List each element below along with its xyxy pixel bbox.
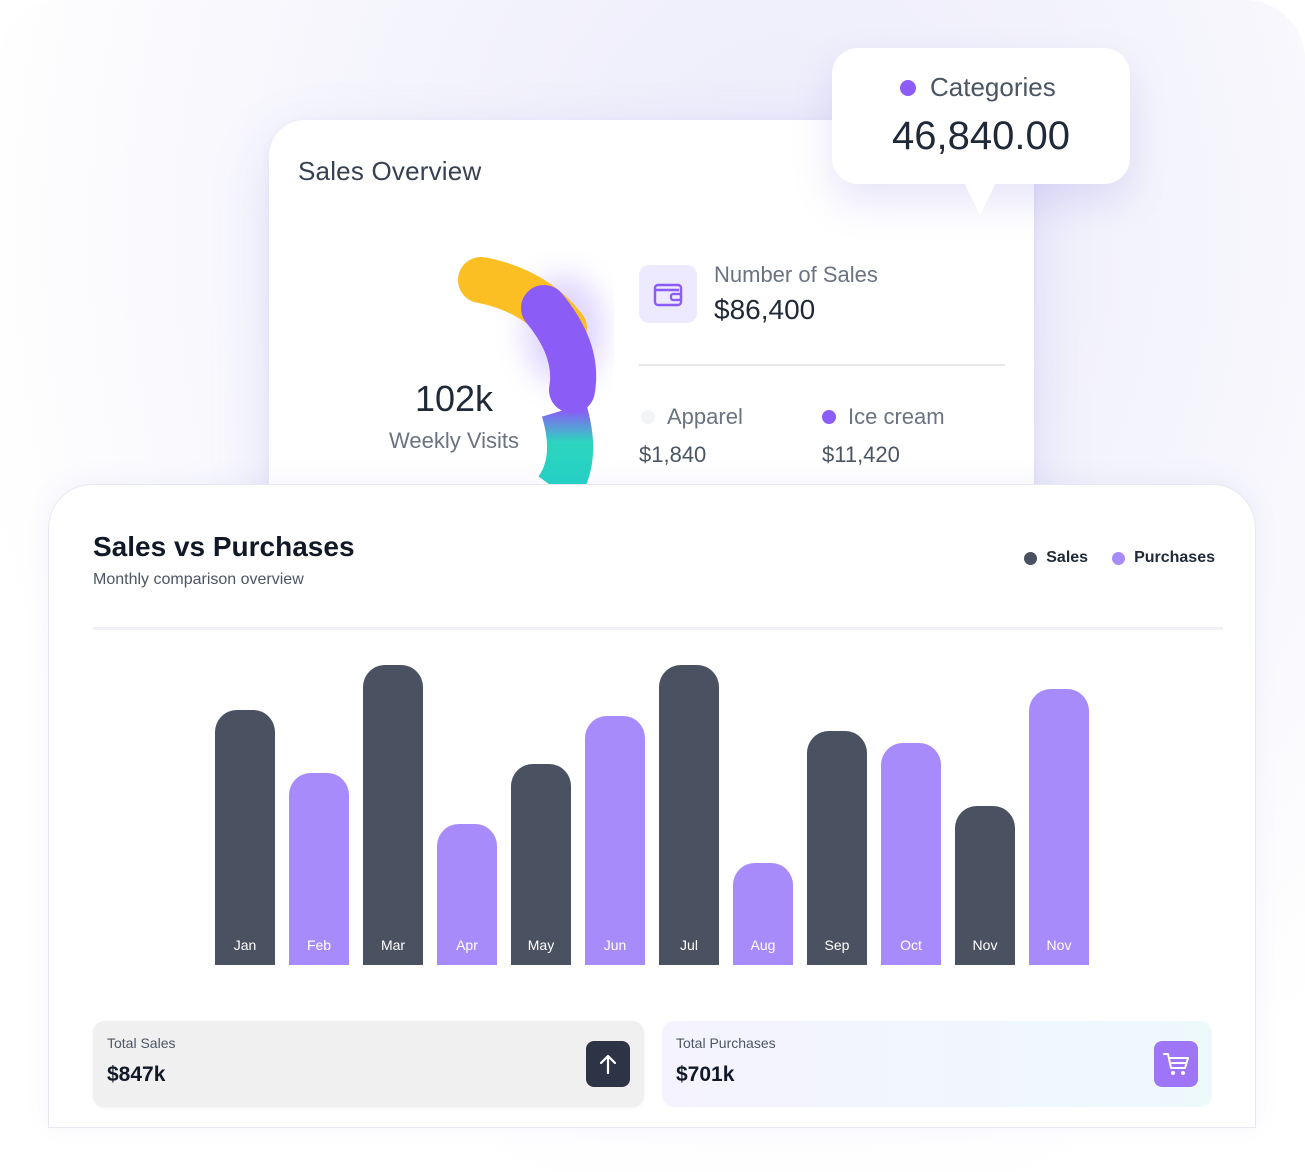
donut-segment-teal: [537, 403, 594, 500]
legend-sales-label: Sales: [1046, 549, 1089, 566]
weekly-visits-label: Weekly Visits: [388, 428, 519, 453]
donut-segment-purple: [521, 285, 597, 413]
bar-label: May: [527, 937, 555, 953]
tooltip-value: 46,840.00: [892, 114, 1070, 158]
bar-mar-sales[interactable]: [363, 665, 423, 965]
svp-divider: [93, 627, 1223, 630]
apparel-dot: [641, 410, 655, 424]
total-sales-label: Total Sales: [107, 1035, 176, 1051]
total-purchases-box: Total Purchases $701k: [662, 1021, 1212, 1107]
category-apparel: Apparel: [641, 404, 743, 430]
category-apparel-value: $1,840: [639, 442, 707, 467]
tooltip-arrow: [963, 180, 997, 216]
total-purchases-value: $701k: [676, 1063, 735, 1086]
categories-tooltip: Categories 46,840.00: [832, 48, 1130, 216]
tooltip-label-text: Categories: [930, 72, 1056, 102]
category-ice-cream-label: Ice cream: [848, 404, 945, 429]
number-of-sales-label: Number of Sales: [714, 262, 878, 287]
bar-jan-sales[interactable]: [215, 710, 275, 965]
category-ice-cream: Ice cream: [822, 404, 945, 430]
bar-label: Mar: [380, 937, 406, 953]
bar-label: Nov: [1046, 937, 1072, 953]
weekly-visits-value: 102k: [414, 378, 494, 419]
total-sales-box: Total Sales $847k: [93, 1021, 644, 1107]
legend-purchases-dot: [1112, 551, 1126, 565]
bar-may-sales[interactable]: [511, 764, 571, 965]
bar-label: Aug: [750, 937, 776, 953]
ice-cream-dot: [822, 410, 836, 424]
weekly-visits-donut: [458, 257, 604, 500]
bar-label: Apr: [456, 937, 478, 953]
bar-chart: Jan Feb Mar Apr May Jun Jul Aug Sep Oct Nov Nov: [49, 485, 1257, 1129]
bar-sep-sales[interactable]: [807, 731, 867, 965]
bar-jul-sales[interactable]: [659, 665, 719, 965]
bar-oct-purchases[interactable]: [881, 743, 941, 965]
bar-nov-sales[interactable]: [955, 806, 1015, 965]
bar-label: Sep: [824, 937, 850, 953]
tooltip-label: Categories: [900, 72, 1056, 103]
bar-label: Oct: [900, 937, 922, 953]
legend-purchases-label: Purchases: [1134, 549, 1215, 566]
svp-title: Sales vs Purchases: [93, 531, 355, 562]
legend-purchases[interactable]: Purchases: [1112, 549, 1215, 567]
sales-vs-purchases-card: Sales vs Purchases Monthly comparison ov…: [48, 484, 1256, 1128]
category-apparel-label: Apparel: [667, 404, 743, 429]
number-of-sales-value: $86,400: [714, 294, 816, 325]
overview-divider: [639, 364, 1005, 366]
overview-title: Sales Overview: [298, 156, 482, 186]
svp-subtitle: Monthly comparison overview: [93, 571, 304, 588]
shopping-cart-icon[interactable]: [1154, 1041, 1198, 1087]
category-ice-cream-value: $11,420: [822, 442, 900, 467]
wallet-icon: [639, 265, 697, 323]
total-sales-value: $847k: [107, 1063, 166, 1086]
bar-label: Feb: [306, 937, 332, 953]
bar-jun-purchases[interactable]: [585, 716, 645, 965]
bar-label: Jul: [680, 937, 698, 953]
legend-sales-dot: [1024, 551, 1038, 565]
arrow-up-icon[interactable]: [586, 1041, 630, 1087]
bar-nov-purchases[interactable]: [1029, 689, 1089, 965]
legend-sales[interactable]: Sales: [1024, 549, 1088, 567]
sales-overview-card: Sales Overview 102k Weekly Visits Number…: [269, 120, 1034, 540]
total-purchases-label: Total Purchases: [676, 1035, 776, 1051]
svp-legend: Sales Purchases: [1024, 549, 1215, 567]
bar-aug-purchases[interactable]: [733, 863, 793, 965]
tooltip-dot: [900, 79, 916, 96]
bar-label: Jan: [233, 937, 257, 953]
bar-label: Nov: [972, 937, 998, 953]
bar-label: Jun: [603, 937, 627, 953]
bar-feb-purchases[interactable]: [289, 773, 349, 965]
bar-apr-purchases[interactable]: [437, 824, 497, 965]
